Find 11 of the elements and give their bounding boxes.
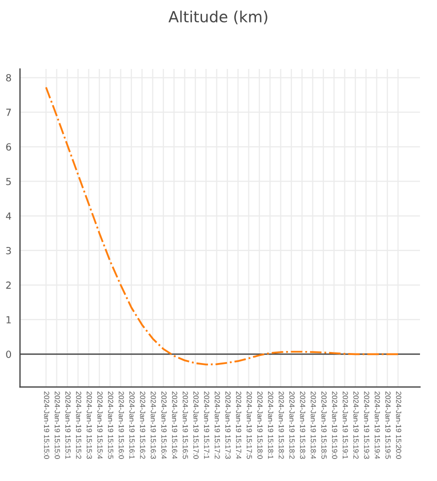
y-tick-label: 3	[6, 246, 11, 254]
y-tick-label: 4	[6, 212, 12, 220]
y-tick-label: 5	[6, 178, 11, 186]
y-tick-label: 7	[6, 108, 11, 116]
chart-title: Altitude (km)	[168, 10, 268, 24]
y-tick-label: 6	[6, 143, 12, 151]
y-tick-label: 0	[6, 350, 12, 358]
y-tick-label: 2	[6, 282, 11, 289]
y-tick-label: 8	[6, 74, 11, 82]
line-series	[45, 86, 399, 366]
y-tick-label: 1	[6, 316, 11, 324]
